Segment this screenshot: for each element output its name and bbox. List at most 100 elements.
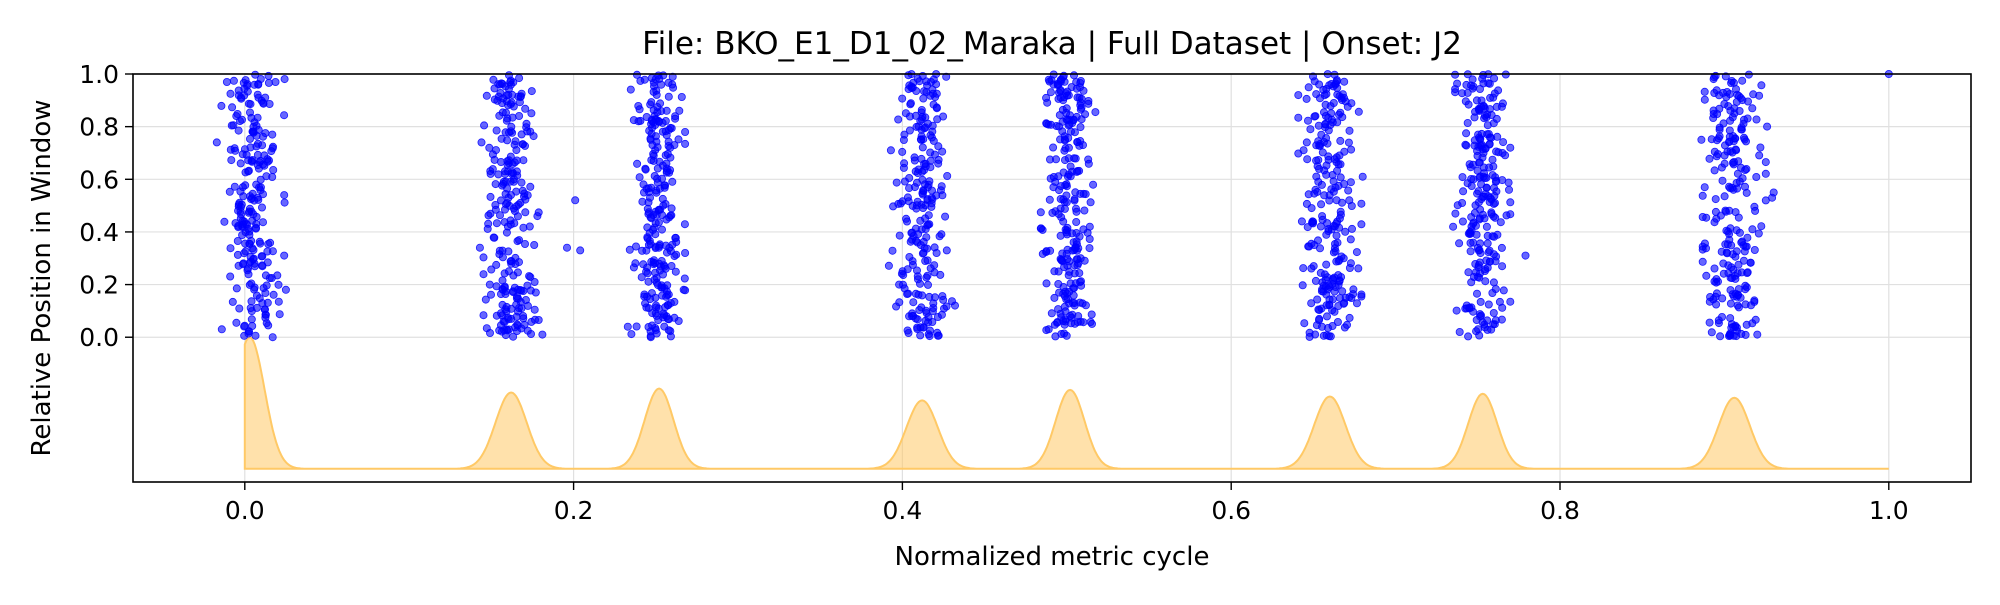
data-point — [280, 111, 289, 120]
data-point — [1488, 155, 1497, 164]
data-point — [1064, 91, 1073, 100]
data-point — [1761, 158, 1770, 167]
data-point — [1458, 198, 1467, 207]
data-point — [1086, 198, 1095, 207]
data-point — [1049, 143, 1058, 152]
data-point — [1062, 331, 1071, 340]
data-point — [646, 333, 655, 342]
data-point — [1702, 271, 1711, 280]
data-point — [921, 201, 930, 210]
data-point — [1469, 219, 1478, 228]
data-point — [1077, 115, 1086, 124]
data-point — [921, 256, 930, 265]
data-point — [928, 195, 937, 204]
data-point — [494, 80, 503, 89]
data-point — [487, 265, 496, 274]
data-point — [913, 266, 922, 275]
data-point — [637, 273, 646, 282]
data-point — [898, 94, 907, 103]
data-point — [639, 260, 648, 269]
data-point — [663, 291, 672, 300]
data-point — [922, 306, 931, 315]
data-point — [280, 251, 289, 260]
data-point — [1314, 236, 1323, 245]
data-point — [1341, 227, 1350, 236]
data-point — [1726, 299, 1735, 308]
data-point — [264, 239, 273, 248]
data-point — [1073, 318, 1082, 327]
data-point — [1085, 222, 1094, 231]
data-point — [1483, 231, 1492, 240]
data-point — [1464, 100, 1473, 109]
data-point — [1726, 106, 1735, 115]
data-point — [280, 198, 289, 207]
data-point — [930, 243, 939, 252]
data-point — [1307, 299, 1316, 308]
data-point — [1475, 331, 1484, 340]
data-point — [1750, 245, 1759, 254]
data-point — [235, 304, 244, 313]
data-point — [1311, 185, 1320, 194]
data-point — [1726, 330, 1735, 339]
data-point — [1316, 141, 1325, 150]
data-point — [916, 331, 925, 340]
data-point — [1056, 204, 1065, 213]
data-point — [922, 77, 931, 86]
data-point — [654, 243, 663, 252]
data-point — [657, 256, 666, 265]
data-point — [1340, 93, 1349, 102]
data-point — [222, 78, 231, 87]
data-point — [658, 225, 667, 234]
data-point — [1059, 168, 1068, 177]
data-point — [273, 271, 282, 280]
data-point — [1061, 225, 1070, 234]
data-point — [1054, 305, 1063, 314]
data-point — [1720, 192, 1729, 201]
data-point — [479, 311, 488, 320]
data-point — [1333, 84, 1342, 93]
data-point — [533, 212, 542, 221]
data-point — [1707, 328, 1716, 337]
data-point — [1731, 208, 1740, 217]
data-point — [1738, 174, 1747, 183]
data-point — [1311, 276, 1320, 285]
data-point — [1697, 135, 1706, 144]
data-point — [251, 224, 260, 233]
data-point — [261, 313, 270, 322]
data-point — [506, 220, 515, 229]
data-point — [538, 330, 547, 339]
data-point — [1331, 183, 1340, 192]
data-point — [645, 126, 654, 135]
data-point — [899, 135, 908, 144]
data-point — [1739, 256, 1748, 265]
data-point — [1070, 71, 1079, 80]
data-point — [1719, 88, 1728, 97]
data-point — [503, 157, 512, 166]
data-point — [1521, 251, 1530, 260]
data-point — [1337, 252, 1346, 261]
data-point — [513, 237, 522, 246]
data-point — [919, 187, 928, 196]
data-point — [640, 290, 649, 299]
data-point — [1717, 163, 1726, 172]
data-point — [896, 199, 905, 208]
data-point — [917, 225, 926, 234]
data-point — [247, 297, 256, 306]
data-point — [909, 298, 918, 307]
data-point — [943, 171, 952, 180]
data-point — [1345, 293, 1354, 302]
data-point — [918, 249, 927, 258]
data-point — [1750, 296, 1759, 305]
data-point — [659, 270, 668, 279]
data-point — [486, 192, 495, 201]
data-point — [220, 217, 229, 226]
data-point — [1467, 278, 1476, 287]
data-point — [667, 211, 676, 220]
data-point — [671, 114, 680, 123]
data-point — [1045, 195, 1054, 204]
data-point — [1070, 128, 1079, 137]
data-point — [1338, 287, 1347, 296]
data-point — [517, 178, 526, 187]
data-point — [1504, 178, 1513, 187]
data-point — [258, 261, 267, 270]
